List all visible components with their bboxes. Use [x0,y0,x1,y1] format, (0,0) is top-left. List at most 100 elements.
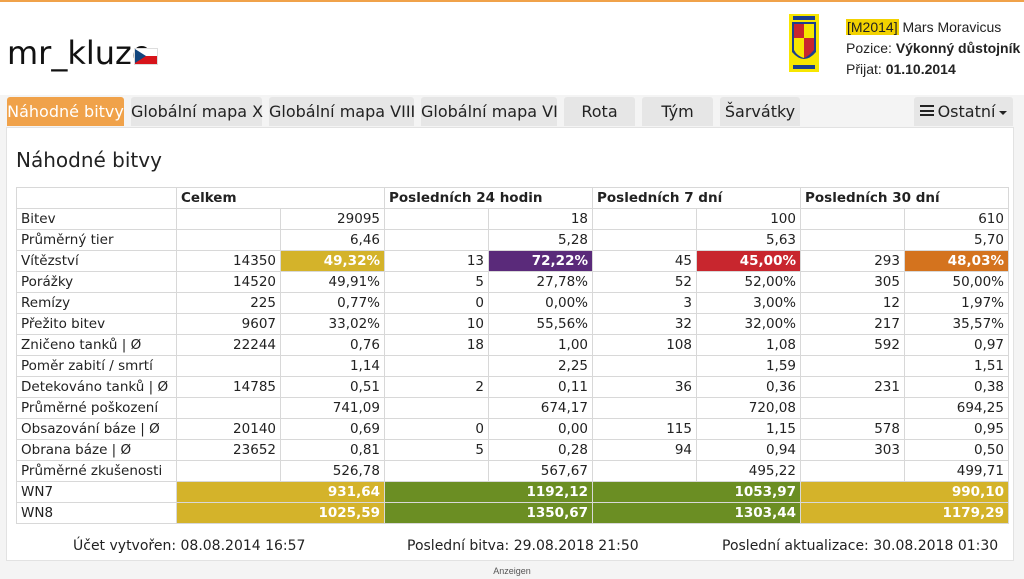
value-cell: 567,67 [488,460,593,482]
count-cell [176,229,281,251]
table-row: Průměrné poškození 741,09 674,17 720,08 694,… [16,397,1009,419]
value-cell: 0,95 [904,418,1009,440]
value-cell: 0,94 [696,439,801,461]
tab-company[interactable]: Rota [564,97,635,126]
value-cell: 5,63 [696,229,801,251]
joined-label: Přijat: [846,61,882,77]
value-cell: 741,09 [280,397,385,419]
tab-global-map-viii[interactable]: Globální mapa VIII [269,97,415,126]
column-header: Celkem [176,187,385,209]
count-cell: 305 [800,271,905,293]
value-cell: 499,71 [904,460,1009,482]
value-cell: 0,69 [280,418,385,440]
tab-skirmishes[interactable]: Šarvátky [720,97,800,126]
value-cell: 0,77% [280,292,385,314]
count-cell: 2 [384,376,489,398]
position-label: Pozice: [846,40,892,56]
count-cell [384,229,489,251]
row-label: Remízy [16,292,177,314]
value-cell: 0,38 [904,376,1009,398]
table-row: Vítězství 14350 49,32% 13 72,22% 45 45,00% 293 4… [16,250,1009,272]
value-cell: 1,14 [280,355,385,377]
account-created: Účet vytvořen: 08.08.2014 16:57 [73,538,306,554]
table-row: Detekováno tanků | Ø 14785 0,51 2 0,11 36 0,36… [16,376,1009,398]
table-row: Zničeno tanků | Ø 22244 0,76 18 1,00 108 1,08 5… [16,334,1009,356]
value-cell: 0,11 [488,376,593,398]
clan-name[interactable]: Mars Moravicus [902,19,1002,35]
stats-tabs: Náhodné bitvy Globální mapa X Globální m… [0,97,1024,127]
count-cell: 13 [384,250,489,272]
count-cell: 22244 [176,334,281,356]
tab-global-map-x[interactable]: Globální mapa X [131,97,263,126]
value-cell: 48,03% [904,250,1009,272]
rating-cell: 990,10 [800,481,1009,503]
row-label: Obsazování báze | Ø [16,418,177,440]
rating-cell: 931,64 [176,481,385,503]
count-cell [800,397,905,419]
clan-tag[interactable]: [M2014] [846,19,899,35]
last-battle: Poslední bitva: 29.08.2018 21:50 [407,538,639,554]
value-cell: 0,28 [488,439,593,461]
ad-label: Anzeigen [493,566,531,576]
player-name: mr_kluzo [7,34,152,72]
value-cell: 5,28 [488,229,593,251]
count-cell [176,460,281,482]
value-cell: 2,25 [488,355,593,377]
table-row: Průměrné zkušenosti 526,78 567,67 495,22 499… [16,460,1009,482]
random-battles-panel: Náhodné bitvy Celkem Posledních 24 hodin… [6,127,1014,561]
count-cell: 36 [592,376,697,398]
table-row: Porážky 14520 49,91% 5 27,78% 52 52,00% 305 50,0… [16,271,1009,293]
value-cell: 18 [488,208,593,230]
count-cell: 231 [800,376,905,398]
value-cell: 0,81 [280,439,385,461]
value-cell: 27,78% [488,271,593,293]
rating-cell: 1350,67 [384,502,593,524]
count-cell: 108 [592,334,697,356]
count-cell: 52 [592,271,697,293]
value-cell: 1,08 [696,334,801,356]
value-cell: 100 [696,208,801,230]
count-cell: 592 [800,334,905,356]
value-cell: 49,91% [280,271,385,293]
profile-header: mr_kluzo [M2014] Mars Moravicus Pozice: … [0,0,1024,95]
count-cell: 14520 [176,271,281,293]
count-cell: 32 [592,313,697,335]
clan-info: [M2014] Mars Moravicus Pozice: Výkonný d… [846,17,1020,80]
rating-cell: 1053,97 [592,481,801,503]
joined-value: 01.10.2014 [885,61,956,77]
tab-random-battles[interactable]: Náhodné bitvy [7,97,124,126]
count-cell: 18 [384,334,489,356]
value-cell: 0,97 [904,334,1009,356]
table-row: Obsazování báze | Ø 20140 0,69 0 0,00 115 1,15… [16,418,1009,440]
value-cell: 1,00 [488,334,593,356]
panel-title: Náhodné bitvy [16,148,162,172]
value-cell: 674,17 [488,397,593,419]
header-empty [16,187,177,209]
column-header: Posledních 7 dní [592,187,801,209]
row-label: Vítězství [16,250,177,272]
count-cell: 23652 [176,439,281,461]
row-label: Průměrné poškození [16,397,177,419]
value-cell: 50,00% [904,271,1009,293]
count-cell: 20140 [176,418,281,440]
count-cell: 217 [800,313,905,335]
count-cell [176,208,281,230]
count-cell: 45 [592,250,697,272]
value-cell: 29095 [280,208,385,230]
count-cell: 578 [800,418,905,440]
value-cell: 49,32% [280,250,385,272]
value-cell: 694,25 [904,397,1009,419]
row-label: Zničeno tanků | Ø [16,334,177,356]
value-cell: 0,36 [696,376,801,398]
tab-global-map-vi[interactable]: Globální mapa VI [421,97,558,126]
table-row: Poměr zabití / smrtí 1,14 2,25 1,59 1,51 [16,355,1009,377]
value-cell: 45,00% [696,250,801,272]
value-cell: 1,59 [696,355,801,377]
tab-other-dropdown[interactable]: Ostatní [914,97,1013,126]
count-cell [592,460,697,482]
tab-team[interactable]: Tým [642,97,713,126]
value-cell: 0,50 [904,439,1009,461]
clan-emblem-icon[interactable] [789,14,819,72]
row-label: Přežito bitev [16,313,177,335]
count-cell [800,460,905,482]
